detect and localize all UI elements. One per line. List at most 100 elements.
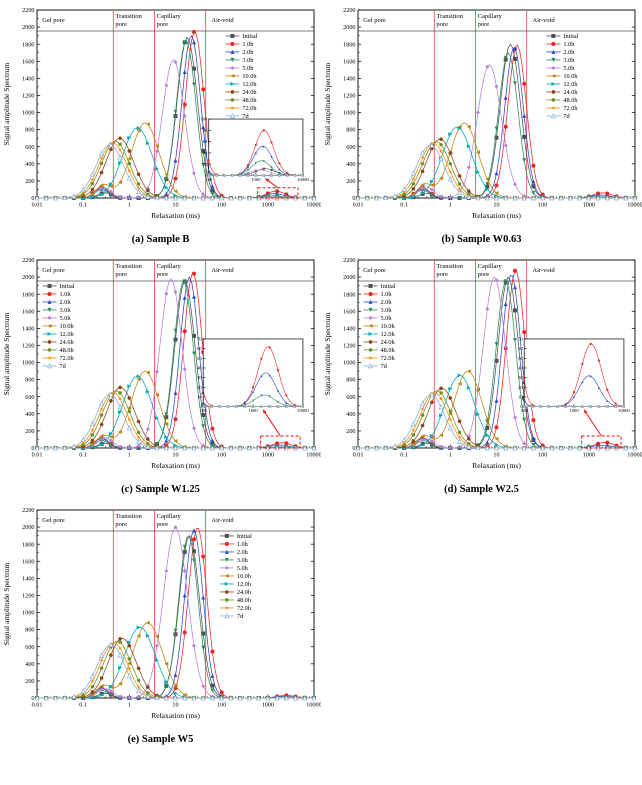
svg-text:50: 50 (197, 356, 202, 361)
svg-text:7d: 7d (242, 113, 249, 120)
svg-text:72.0h: 72.0h (242, 105, 257, 112)
svg-text:0.1: 0.1 (400, 202, 408, 209)
series-7d (34, 641, 317, 701)
zoom-annotation (257, 178, 299, 199)
svg-text:Capillary: Capillary (157, 13, 182, 20)
svg-text:Gel pore: Gel pore (42, 17, 65, 24)
svg-text:5.0h: 5.0h (242, 65, 254, 72)
svg-text:10000: 10000 (306, 202, 321, 209)
svg-text:10: 10 (197, 395, 202, 400)
svg-text:pore: pore (115, 271, 127, 278)
svg-text:100: 100 (521, 408, 529, 413)
svg-text:1: 1 (449, 202, 452, 209)
pore-regions: Gel poreTransitionporeCapillaryporeAir-v… (358, 260, 635, 448)
svg-text:1000: 1000 (583, 452, 595, 459)
svg-text:7d: 7d (237, 613, 244, 620)
svg-text:1200: 1200 (22, 593, 34, 600)
svg-text:10: 10 (172, 202, 178, 209)
svg-text:30: 30 (197, 375, 202, 380)
pore-regions: Gel poreTransitionporeCapillaryporeAir-v… (37, 260, 314, 448)
svg-text:24.0h: 24.0h (381, 339, 396, 346)
svg-text:Air-void: Air-void (211, 517, 234, 524)
axes: 0200400600800100012001400160018002000220… (2, 257, 321, 470)
svg-text:12.0h: 12.0h (60, 331, 75, 338)
svg-text:600: 600 (25, 394, 34, 401)
svg-text:Air-void: Air-void (211, 17, 234, 24)
svg-text:48.0h: 48.0h (563, 97, 578, 104)
svg-text:1600: 1600 (22, 558, 34, 565)
caption-a: (a) Sample B (131, 234, 190, 245)
svg-text:pore: pore (157, 271, 169, 278)
svg-text:Relaxation (ms): Relaxation (ms) (472, 461, 521, 470)
svg-text:Initial: Initial (381, 283, 396, 290)
legend: Initial1.0h2.0h3.0h5.0h10.0h12.0h24.0h48… (363, 283, 396, 370)
svg-text:Transition: Transition (436, 263, 463, 270)
series-7d (355, 142, 638, 201)
svg-text:1400: 1400 (22, 325, 34, 332)
svg-text:pore: pore (157, 21, 169, 28)
chart-sample-b: 0200400600800100012001400160018002000220… (0, 3, 321, 233)
svg-text:1400: 1400 (343, 325, 355, 332)
svg-text:200: 200 (25, 178, 34, 185)
svg-text:pore: pore (478, 271, 490, 278)
svg-text:20: 20 (518, 385, 523, 390)
svg-text:1000: 1000 (343, 360, 355, 367)
chart-sample-w2-5: 0200400600800100012001400160018002000220… (321, 253, 642, 483)
svg-text:2200: 2200 (343, 257, 355, 264)
svg-text:12.0h: 12.0h (381, 331, 396, 338)
svg-text:1000: 1000 (22, 110, 34, 117)
svg-text:1000: 1000 (262, 452, 274, 459)
svg-text:2200: 2200 (22, 257, 34, 264)
svg-text:Transition: Transition (115, 263, 142, 270)
svg-text:pore: pore (478, 21, 490, 28)
series-7d (34, 391, 317, 451)
svg-text:2.0h: 2.0h (381, 299, 393, 306)
svg-text:5.0h: 5.0h (563, 65, 575, 72)
svg-text:1000: 1000 (569, 408, 579, 413)
caption-c: (c) Sample W1.25 (121, 484, 200, 495)
svg-text:60: 60 (518, 346, 523, 351)
svg-text:2200: 2200 (22, 7, 34, 14)
svg-text:1: 1 (128, 202, 131, 209)
svg-text:10: 10 (172, 452, 178, 459)
svg-text:2200: 2200 (22, 507, 34, 514)
chart-sample-w5: 0 200 400 600 800 1000 1200 1400 1600 1800 2000 220… (0, 503, 321, 733)
svg-text:10000: 10000 (306, 452, 321, 459)
svg-text:24.0h: 24.0h (242, 89, 257, 96)
svg-text:12.0h: 12.0h (242, 81, 257, 88)
svg-text:10000: 10000 (297, 177, 309, 182)
svg-text:3.0h: 3.0h (563, 57, 575, 64)
svg-text:1200: 1200 (22, 343, 34, 350)
svg-text:1800: 1800 (22, 541, 34, 548)
svg-text:800: 800 (25, 377, 34, 384)
svg-text:pore: pore (115, 21, 127, 28)
legend: Initial1.0h2.0h3.0h5.0h10.0h12.0h24.0h48… (546, 33, 579, 120)
svg-text:Relaxation (ms): Relaxation (ms) (151, 711, 200, 720)
svg-text:100: 100 (200, 117, 208, 122)
svg-text:24.0h: 24.0h (563, 89, 578, 96)
svg-text:0: 0 (520, 404, 523, 409)
svg-text:3.0h: 3.0h (60, 307, 72, 314)
svg-text:100: 100 (538, 452, 547, 459)
zoom-annotation (260, 409, 301, 449)
svg-text:Air-void: Air-void (211, 267, 234, 274)
svg-text:400: 400 (25, 411, 34, 418)
svg-text:600: 600 (346, 394, 355, 401)
svg-text:200: 200 (346, 178, 355, 185)
svg-text:10000: 10000 (627, 452, 642, 459)
inset-plot: 100 1000 10000 0 20 40 60 80 100 (200, 117, 309, 182)
svg-text:0.01: 0.01 (353, 202, 364, 209)
svg-text:1600: 1600 (22, 58, 34, 65)
svg-text:48.0h: 48.0h (242, 97, 257, 104)
chart-sample-w0-63: 0 200 400 600 800 1000 1200 1400 1600 1800 2000 220… (321, 3, 642, 233)
svg-text:100: 100 (538, 202, 547, 209)
svg-text:80: 80 (203, 128, 208, 133)
svg-text:2.0h: 2.0h (237, 549, 249, 556)
svg-text:Gel pore: Gel pore (363, 17, 386, 24)
svg-text:Relaxation (ms): Relaxation (ms) (151, 211, 200, 220)
svg-text:7d: 7d (563, 113, 570, 120)
svg-text:0.01: 0.01 (32, 702, 43, 709)
svg-text:10: 10 (172, 702, 178, 709)
svg-text:1: 1 (449, 452, 452, 459)
svg-text:200: 200 (25, 428, 34, 435)
